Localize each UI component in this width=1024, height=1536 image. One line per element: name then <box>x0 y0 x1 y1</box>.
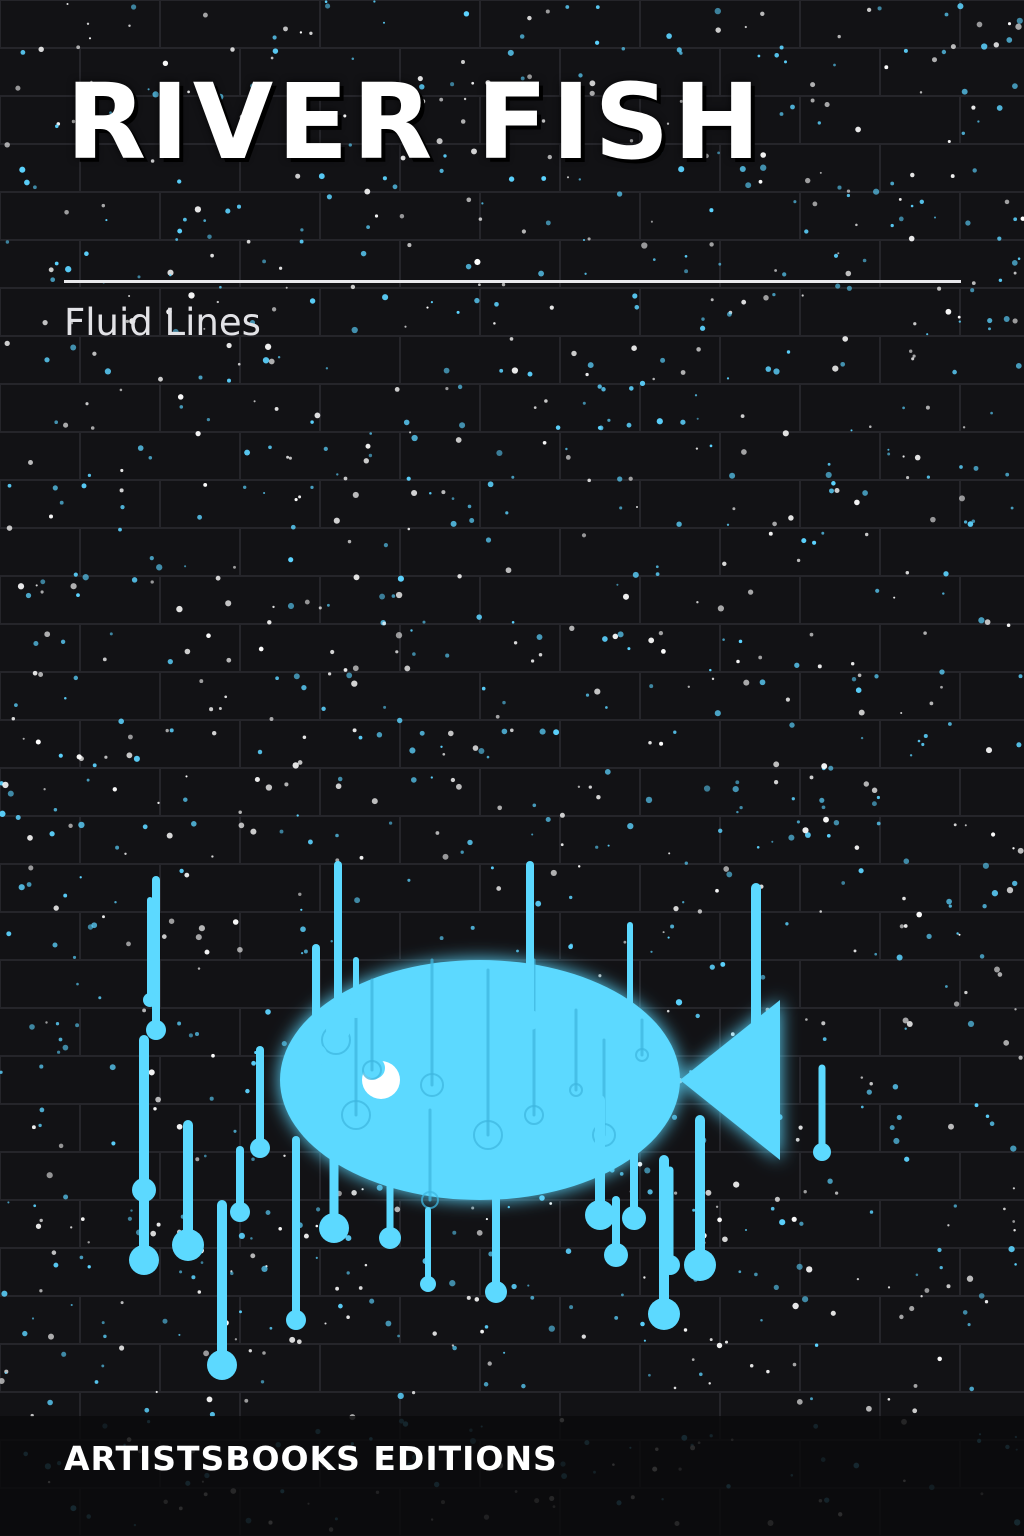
drip-lines <box>129 861 831 1380</box>
book-subtitle: Fluid Lines <box>64 301 261 344</box>
fish-body <box>280 960 680 1200</box>
book-title: RIVER FISH <box>66 61 765 183</box>
title-divider <box>64 280 961 283</box>
publisher-name: ARTISTSBOOKS EDITIONS <box>64 1439 558 1478</box>
footer-band <box>0 1416 1024 1536</box>
